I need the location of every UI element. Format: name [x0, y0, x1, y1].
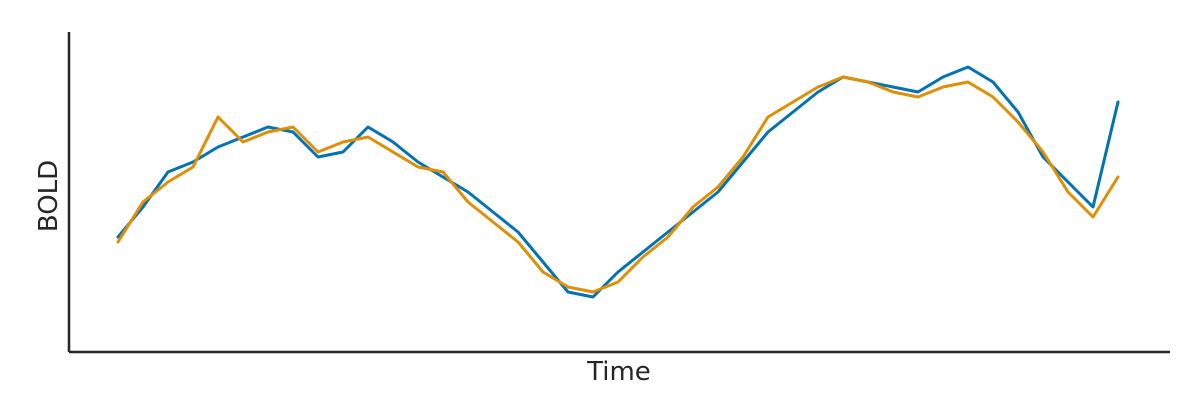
- series-line-1: [116, 65, 1120, 299]
- y-axis-label: BOLD: [34, 160, 64, 232]
- series-line-2: [116, 75, 1120, 294]
- plot-series: [116, 65, 1120, 299]
- x-axis-label: Time: [586, 357, 651, 387]
